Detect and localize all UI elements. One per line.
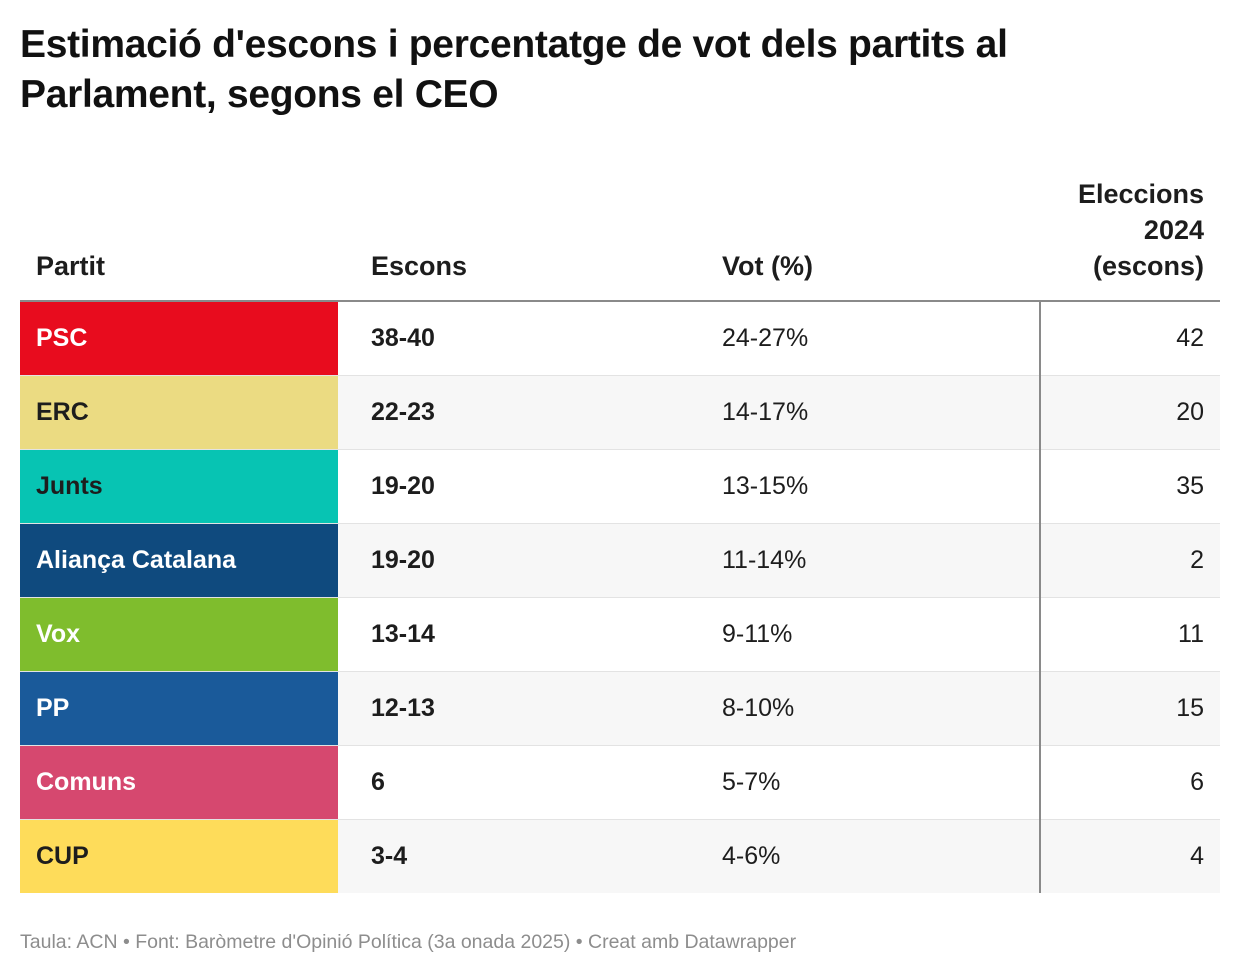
table-row: Junts 19-20 13-15% 35 [20, 449, 1220, 524]
party-cell: Vox [20, 597, 338, 672]
table-row: PP 12-13 8-10% 15 [20, 671, 1220, 746]
seats-2024-cell: 35 [1039, 449, 1220, 524]
vote-cell: 5-7% [689, 745, 1040, 820]
vote-cell: 4-6% [689, 819, 1040, 893]
results-table: Partit Escons Vot (%) Eleccions 2024 (es… [20, 170, 1220, 893]
party-cell: PP [20, 671, 338, 746]
vote-cell: 9-11% [689, 597, 1040, 672]
table-row: Comuns 6 5-7% 6 [20, 745, 1220, 820]
party-cell: PSC [20, 301, 338, 376]
table-row: Aliança Catalana 19-20 11-14% 2 [20, 523, 1220, 598]
seats-cell: 38-40 [338, 301, 689, 376]
table-row: CUP 3-4 4-6% 4 [20, 819, 1220, 893]
seats-2024-cell: 4 [1039, 819, 1220, 893]
vote-cell: 14-17% [689, 375, 1040, 450]
header-row: Partit Escons Vot (%) Eleccions 2024 (es… [20, 170, 1220, 302]
seats-2024-cell: 2 [1039, 523, 1220, 598]
party-cell: ERC [20, 375, 338, 450]
vote-cell: 8-10% [689, 671, 1040, 746]
seats-cell: 13-14 [338, 597, 689, 672]
vote-cell: 24-27% [689, 301, 1040, 376]
table-row: ERC 22-23 14-17% 20 [20, 375, 1220, 450]
column-header-seats[interactable]: Escons [338, 170, 689, 302]
vote-cell: 11-14% [689, 523, 1040, 598]
party-cell: Aliança Catalana [20, 523, 338, 598]
seats-cell: 6 [338, 745, 689, 820]
seats-2024-cell: 11 [1039, 597, 1220, 672]
seats-2024-cell: 20 [1039, 375, 1220, 450]
seats-cell: 12-13 [338, 671, 689, 746]
table-title: Estimació d'escons i percentatge de vot … [20, 23, 1008, 116]
vote-cell: 13-15% [689, 449, 1040, 524]
table-row: Vox 13-14 9-11% 11 [20, 597, 1220, 672]
seats-cell: 19-20 [338, 523, 689, 598]
seats-2024-cell: 42 [1039, 301, 1220, 376]
seats-cell: 22-23 [338, 375, 689, 450]
seats-2024-cell: 6 [1039, 745, 1220, 820]
footer-credits: Taula: ACN • Font: Baròmetre d'Opinió Po… [20, 931, 797, 953]
party-cell: CUP [20, 819, 338, 893]
column-header-seats-2024[interactable]: Eleccions 2024 (escons) [1040, 170, 1220, 302]
party-cell: Junts [20, 449, 338, 524]
seats-cell: 3-4 [338, 819, 689, 893]
seats-2024-cell: 15 [1039, 671, 1220, 746]
column-header-vote[interactable]: Vot (%) [689, 170, 1040, 302]
seats-cell: 19-20 [338, 449, 689, 524]
table-row: PSC 38-40 24-27% 42 [20, 301, 1220, 376]
party-cell: Comuns [20, 745, 338, 820]
column-header-party[interactable]: Partit [20, 170, 338, 302]
